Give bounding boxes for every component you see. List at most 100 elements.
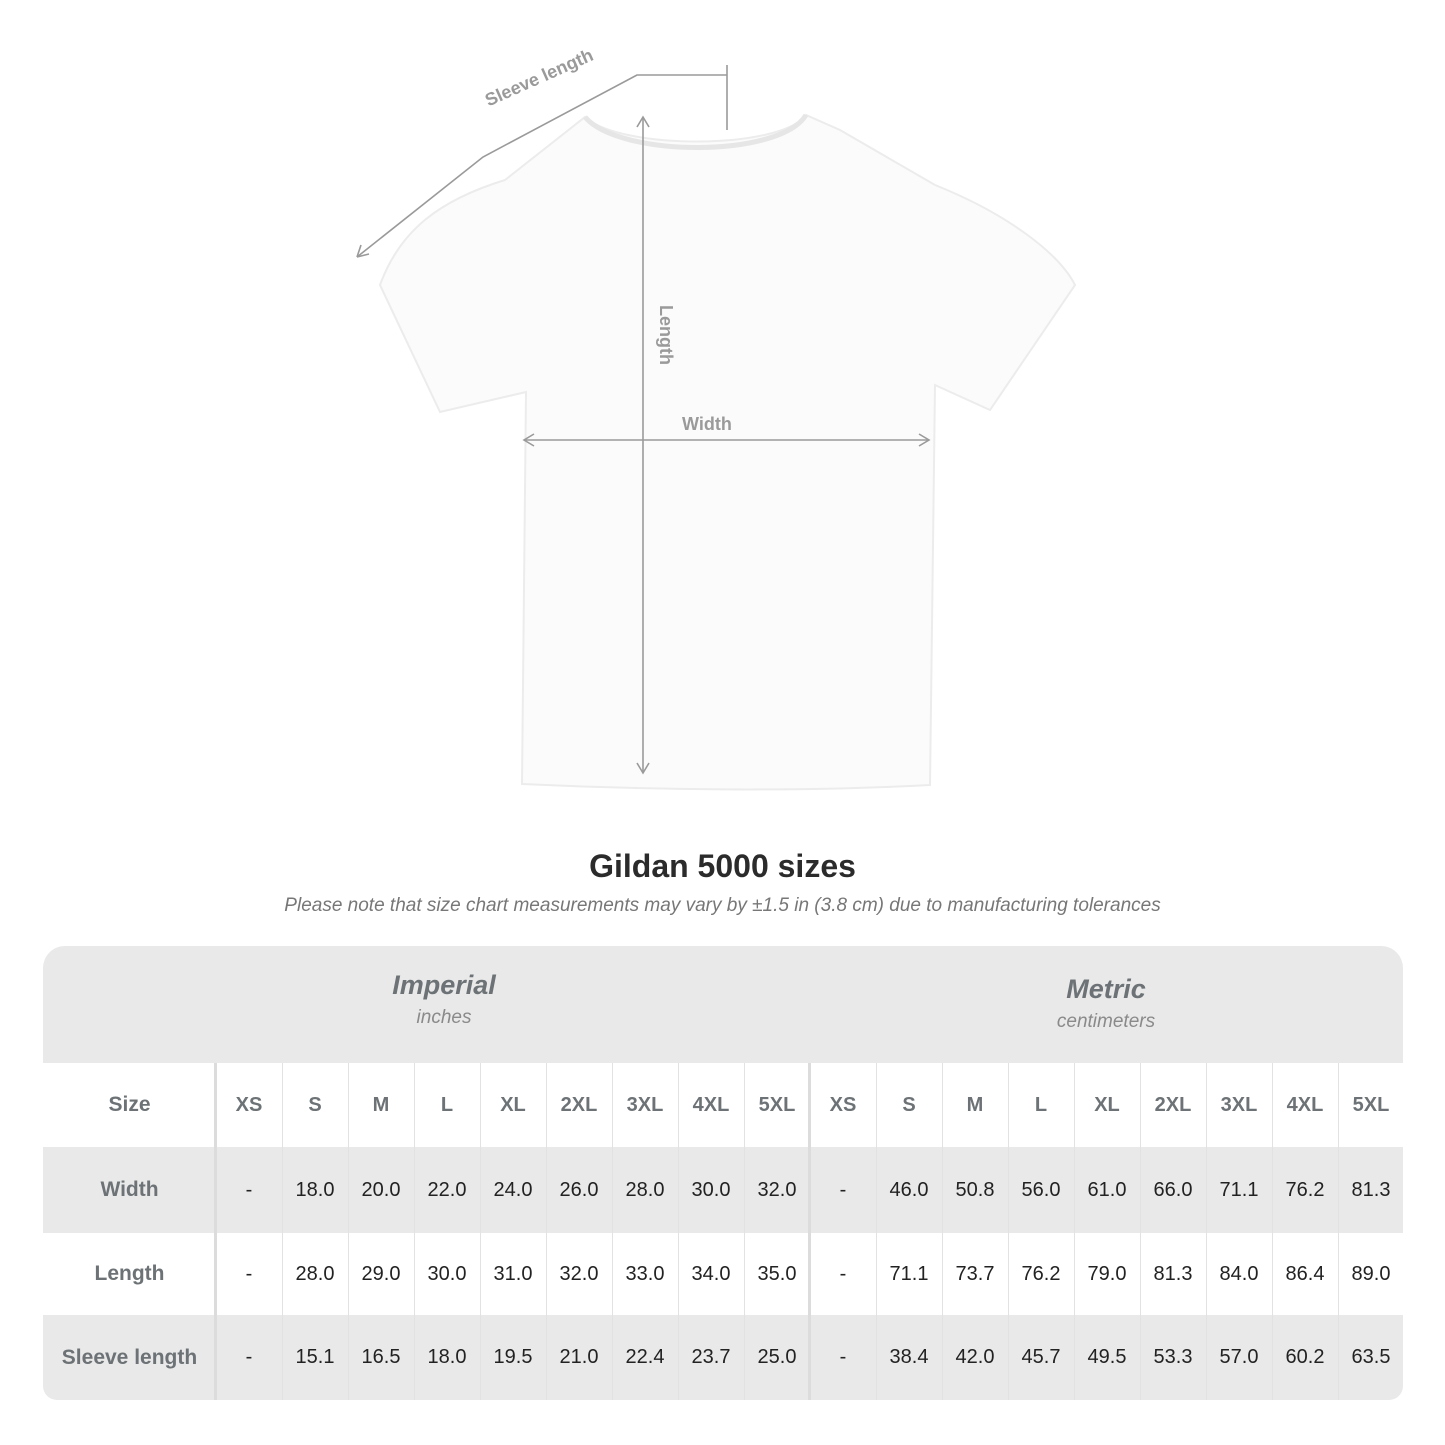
imperial-size-header: S: [308, 1093, 322, 1116]
imperial-header: Imperial inches: [216, 970, 672, 1029]
imperial-value: 19.5: [493, 1346, 533, 1368]
imperial-value: 31.0: [493, 1262, 533, 1285]
imperial-value: 23.7: [691, 1346, 731, 1368]
metric-value: -: [839, 1262, 847, 1285]
metric-unit: centimeters: [1056, 1011, 1156, 1032]
metric-size-header: L: [1034, 1093, 1048, 1116]
sleeve-line: [356, 74, 727, 258]
metric-value: 50.8: [955, 1178, 995, 1201]
metric-value: 42.0: [955, 1346, 995, 1368]
metric-size-header: S: [902, 1093, 916, 1116]
size-table: Imperial inches Metric centimeters Size X…: [43, 946, 1403, 1400]
column-divider: [1140, 1063, 1141, 1400]
metric-value: -: [839, 1346, 847, 1368]
imperial-value: 32.0: [559, 1262, 599, 1285]
column-divider: [1008, 1063, 1009, 1400]
metric-value: 46.0: [889, 1178, 929, 1201]
column-divider: [876, 1063, 877, 1400]
column-divider: [744, 1063, 745, 1400]
row-label: Length: [94, 1262, 165, 1285]
imperial-value: 29.0: [361, 1262, 401, 1285]
column-divider: [678, 1063, 679, 1400]
column-divider: [414, 1063, 415, 1400]
imperial-value: -: [245, 1346, 253, 1368]
tshirt-shape: [378, 113, 1077, 791]
column-divider: [480, 1063, 481, 1400]
metric-value: 79.0: [1087, 1262, 1127, 1285]
metric-value: 63.5: [1351, 1346, 1391, 1368]
column-divider: [1338, 1063, 1339, 1400]
metric-size-header: M: [966, 1093, 984, 1116]
tolerance-note: Please note that size chart measurements…: [284, 895, 1161, 916]
column-divider: [1206, 1063, 1207, 1400]
imperial-size-header: L: [440, 1093, 454, 1116]
measurement-lines: [356, 65, 931, 775]
row-label: Width: [100, 1178, 159, 1201]
imperial-size-header: XL: [500, 1093, 526, 1116]
metric-value: 53.3: [1153, 1346, 1193, 1368]
size-header: Size: [108, 1093, 151, 1116]
imperial-value: 33.0: [625, 1262, 665, 1285]
metric-header: Metric centimeters: [809, 974, 1403, 1033]
width-label: Width: [682, 414, 732, 434]
metric-value: 45.7: [1021, 1346, 1061, 1368]
imperial-value: 15.1: [295, 1346, 335, 1368]
imperial-size-header: 5XL: [758, 1093, 796, 1116]
column-divider: [282, 1063, 283, 1400]
column-divider: [1074, 1063, 1075, 1400]
chart-title: Gildan 5000 sizes: [589, 848, 856, 884]
metric-size-header: 4XL: [1286, 1093, 1324, 1116]
metric-value: 38.4: [889, 1346, 929, 1368]
imperial-value: 34.0: [691, 1262, 731, 1285]
collar: [583, 113, 809, 150]
imperial-value: 32.0: [757, 1178, 797, 1201]
metric-value: 60.2: [1285, 1346, 1325, 1368]
metric-value: 71.1: [889, 1262, 929, 1285]
imperial-value: 21.0: [559, 1346, 599, 1368]
column-divider: [808, 1063, 811, 1400]
imperial-value: 28.0: [625, 1178, 665, 1201]
imperial-value: 18.0: [295, 1178, 335, 1201]
imperial-value: 25.0: [757, 1346, 797, 1368]
imperial-value: 20.0: [361, 1178, 401, 1201]
metric-value: 84.0: [1219, 1262, 1259, 1285]
metric-value: 73.7: [955, 1262, 995, 1285]
metric-value: 86.4: [1285, 1262, 1325, 1285]
imperial-size-header: 3XL: [626, 1093, 664, 1116]
metric-value: 66.0: [1153, 1178, 1193, 1201]
metric-value: 81.3: [1351, 1178, 1391, 1201]
length-label: Length: [656, 305, 676, 365]
metric-size-header: 2XL: [1154, 1093, 1192, 1116]
imperial-value: -: [245, 1262, 253, 1285]
column-divider: [546, 1063, 547, 1400]
metric-value: 81.3: [1153, 1262, 1193, 1285]
tshirt-diagram: [356, 65, 1077, 791]
metric-value: 56.0: [1021, 1178, 1061, 1201]
imperial-size-header: M: [372, 1093, 390, 1116]
imperial-value: 26.0: [559, 1178, 599, 1201]
imperial-size-header: 4XL: [692, 1093, 730, 1116]
column-divider: [612, 1063, 613, 1400]
metric-size-header: 3XL: [1220, 1093, 1258, 1116]
metric-value: 49.5: [1087, 1346, 1127, 1368]
imperial-value: 30.0: [427, 1262, 467, 1285]
imperial-unit: inches: [416, 1007, 472, 1028]
metric-value: 61.0: [1087, 1178, 1127, 1201]
imperial-value: 35.0: [757, 1262, 797, 1285]
metric-title: Metric: [1066, 974, 1146, 1004]
column-divider: [214, 1063, 217, 1400]
metric-size-header: XL: [1094, 1093, 1120, 1116]
metric-value: 76.2: [1285, 1178, 1325, 1201]
column-divider: [942, 1063, 943, 1400]
imperial-value: 28.0: [295, 1262, 335, 1285]
metric-value: -: [839, 1178, 847, 1201]
imperial-value: -: [245, 1178, 253, 1201]
metric-size-header: XS: [829, 1093, 857, 1116]
metric-value: 57.0: [1219, 1346, 1259, 1368]
imperial-size-header: XS: [235, 1093, 263, 1116]
metric-size-header: 5XL: [1352, 1093, 1390, 1116]
imperial-title: Imperial: [392, 970, 496, 1000]
imperial-value: 16.5: [361, 1346, 401, 1368]
imperial-value: 22.4: [625, 1346, 665, 1368]
metric-value: 71.1: [1219, 1178, 1259, 1201]
